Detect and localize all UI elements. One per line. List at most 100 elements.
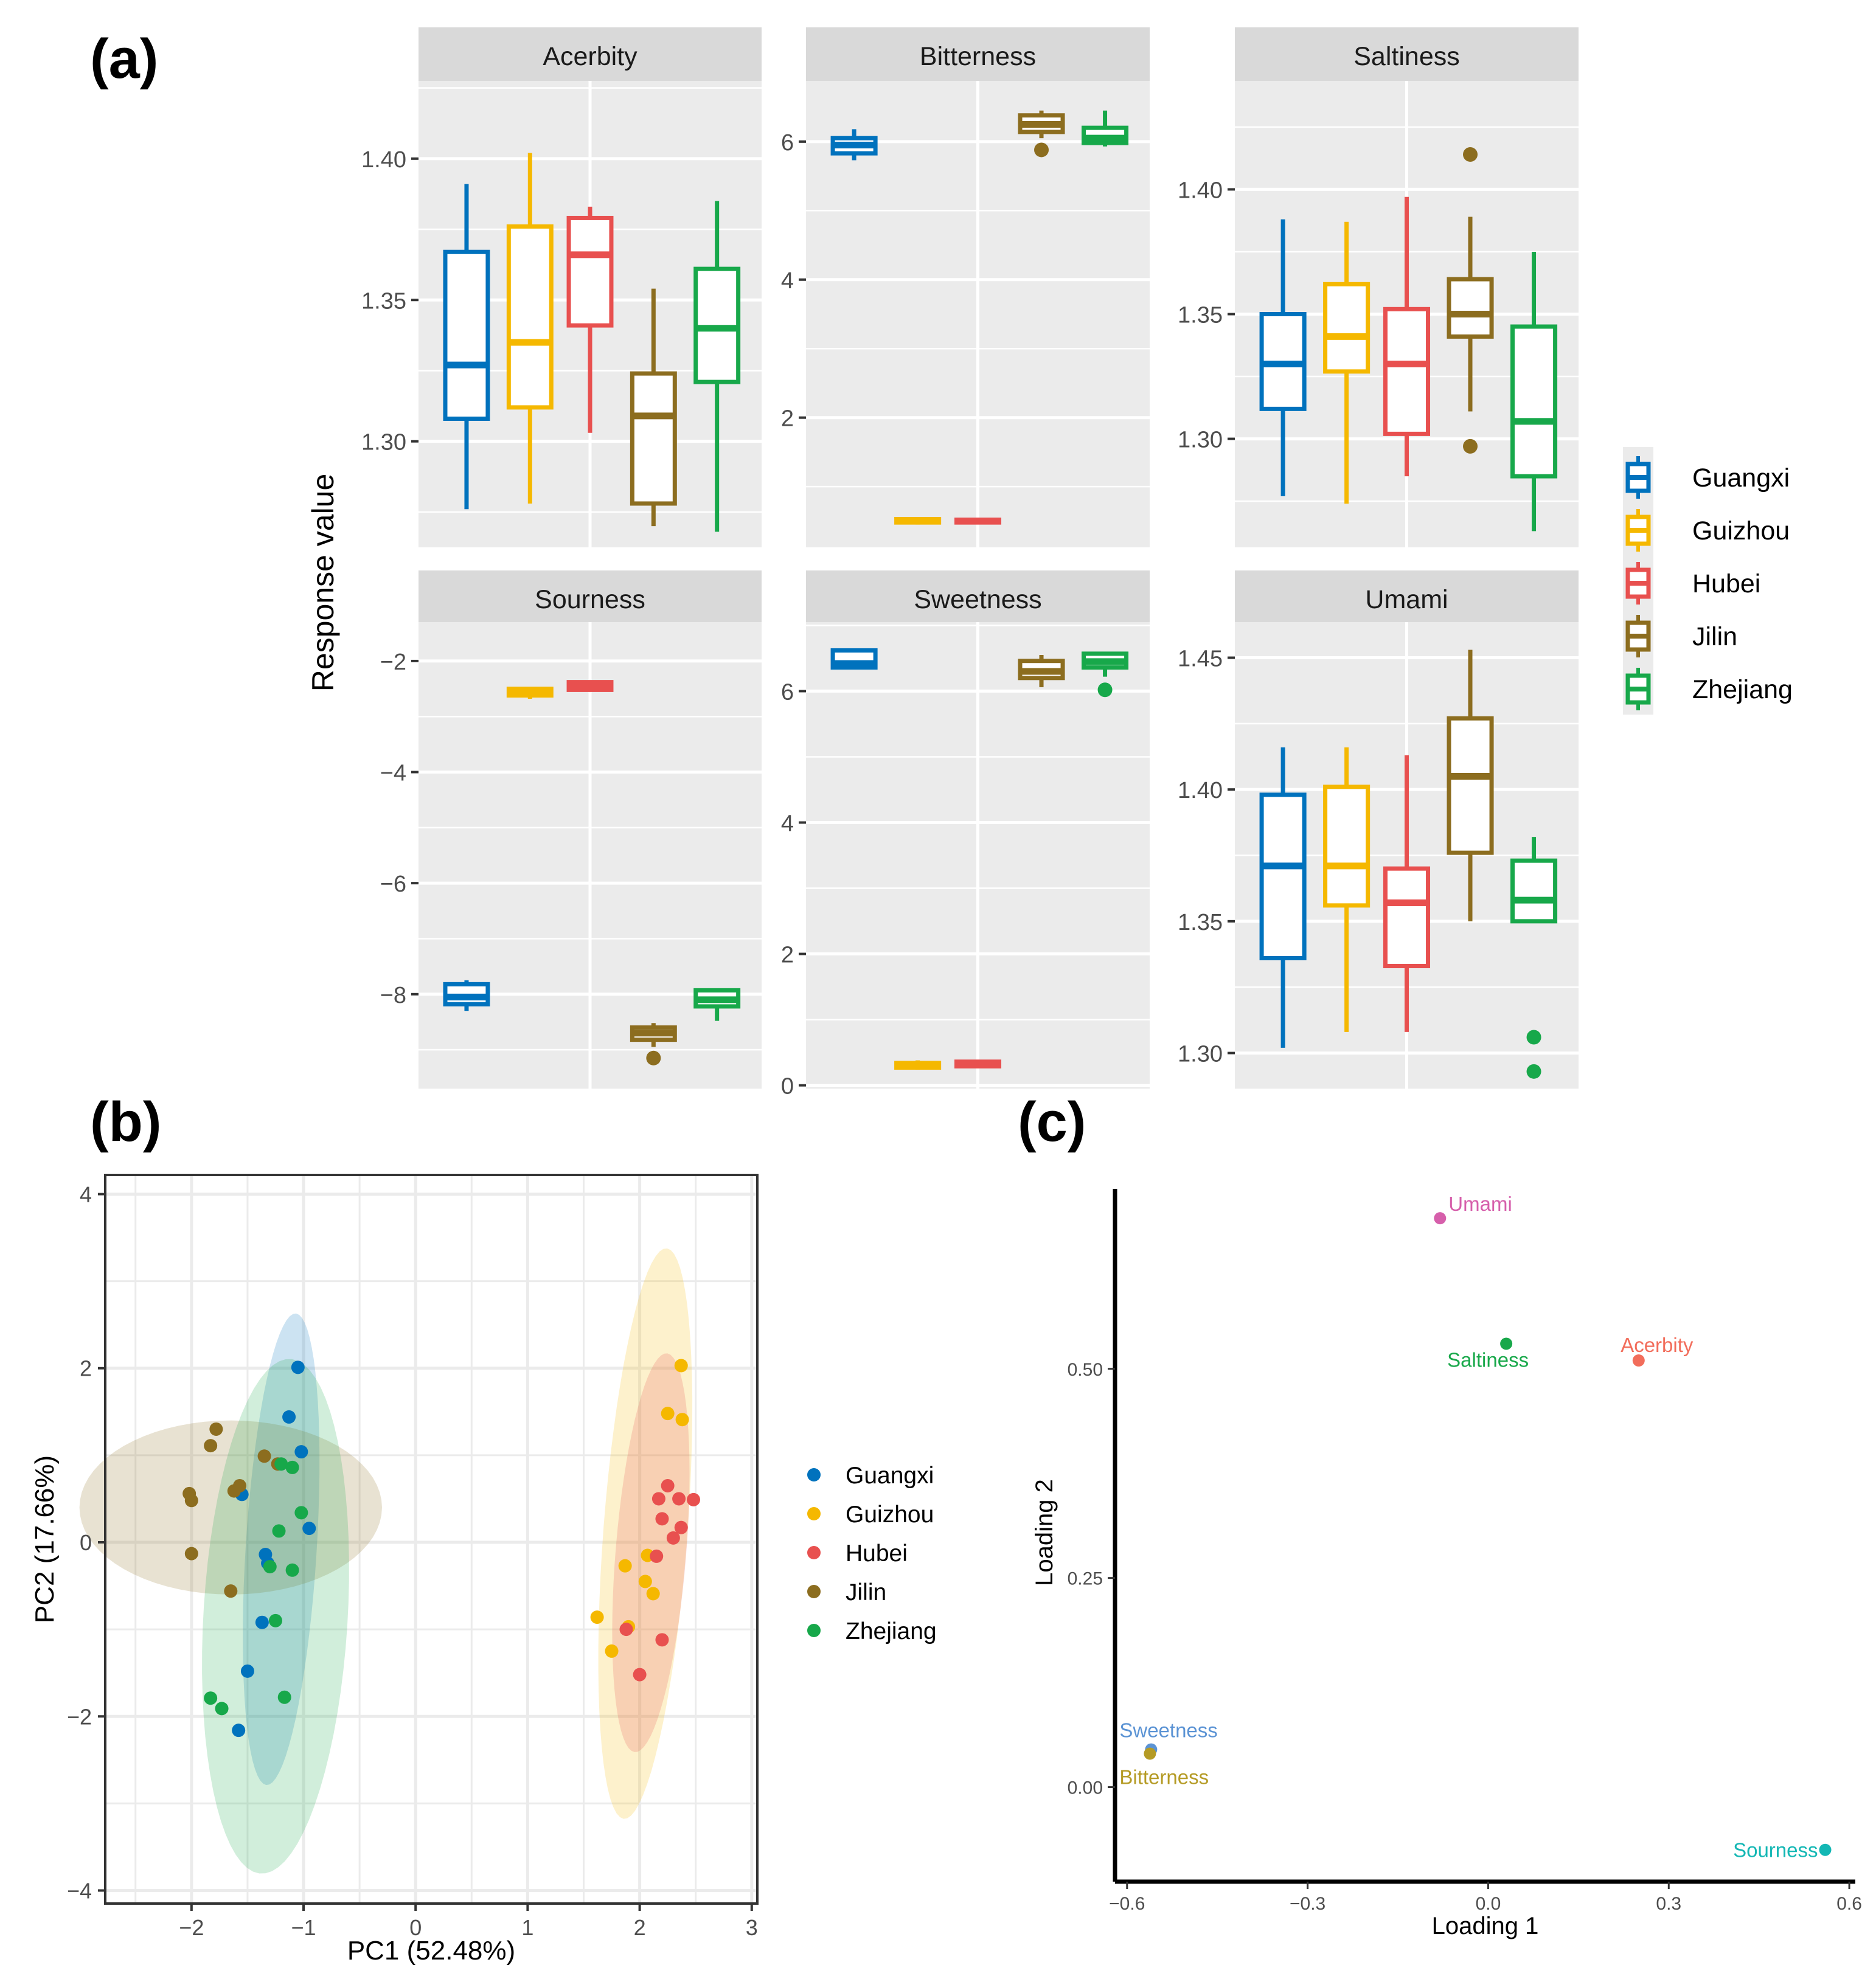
box-iqr (506, 224, 554, 410)
x-axis-title: PC1 (52.48%) (347, 1936, 515, 1966)
x-tick-label: −1 (291, 1915, 316, 1940)
score-point (285, 1460, 299, 1474)
facet-title: Umami (1365, 585, 1448, 614)
score-point (675, 1413, 689, 1427)
y-tick-label: −4 (67, 1879, 92, 1904)
y-tick-label: −6 (380, 871, 406, 897)
facet-bitterness: Bitterness 2 4 6 (781, 27, 1150, 547)
x-tick-label: 0.3 (1656, 1894, 1681, 1914)
panel-label-a: (a) (90, 28, 158, 90)
box-iqr (1323, 282, 1371, 374)
score-point (661, 1407, 675, 1421)
box-iqr (1259, 792, 1307, 961)
loading-point-acerbity (1632, 1354, 1645, 1367)
legend-label: Guizhou (1692, 516, 1790, 546)
loading-point-umami (1434, 1212, 1447, 1225)
outlier-point (1526, 1030, 1541, 1045)
y-tick-label: 1.40 (361, 147, 406, 173)
box-jilin (1447, 147, 1494, 454)
box-guangxi (1259, 219, 1307, 496)
score-point (619, 1623, 633, 1637)
box-iqr (1510, 858, 1558, 924)
box-iqr (1447, 716, 1494, 855)
box-hubei (1383, 196, 1431, 477)
box-iqr (1323, 785, 1371, 908)
y-tick-label: 0 (781, 1074, 794, 1100)
facet-acerbity: Acerbity 1.30 1.35 1.40 (361, 27, 762, 547)
outlier-point (1463, 147, 1478, 162)
box-guizhou (1323, 747, 1371, 1032)
loading-label-acerbity: Acerbity (1621, 1334, 1694, 1356)
box-hubei (566, 206, 614, 433)
box-jilin (1018, 655, 1065, 687)
legend-item-guangxi: Guangxi (1625, 456, 1790, 499)
x-axis-title: Loading 1 (1432, 1913, 1539, 1939)
score-point (302, 1522, 316, 1536)
box-zhejiang (1082, 651, 1129, 698)
box-guangxi (830, 648, 878, 670)
facet-strip (419, 570, 762, 622)
box-jilin (1018, 110, 1065, 158)
x-tick-label: −2 (179, 1915, 204, 1940)
confidence-ellipse-jilin (79, 1420, 382, 1595)
panel-a-boxplots: Acerbity 1.30 1.35 1.40 Bitterness 2 4 6 Saltine… (306, 27, 1793, 1100)
y-tick-label: 1.35 (361, 288, 406, 314)
box-guangxi (830, 129, 878, 161)
box-iqr (630, 371, 677, 506)
legend-label: Jilin (1692, 622, 1737, 651)
score-point (294, 1445, 308, 1459)
y-tick-label: −2 (67, 1704, 92, 1729)
score-point (618, 1559, 632, 1573)
box-iqr (443, 249, 490, 421)
loading-label-saltiness: Saltiness (1447, 1348, 1529, 1371)
score-point (282, 1410, 296, 1424)
loading-label-umami: Umami (1448, 1193, 1512, 1215)
y-tick-label: 1.30 (361, 430, 406, 456)
y-tick-label: 2 (781, 943, 794, 968)
x-tick-label: 0.6 (1836, 1894, 1862, 1914)
score-point (274, 1457, 288, 1471)
x-tick-label: 0.0 (1476, 1894, 1501, 1914)
box-guizhou (506, 153, 554, 504)
y-tick-label: −4 (380, 761, 406, 786)
score-point (638, 1575, 652, 1589)
box-hubei (566, 680, 614, 692)
score-point (674, 1520, 688, 1534)
outlier-point (1526, 1064, 1541, 1079)
legend-label: Zhejiang (1692, 675, 1793, 704)
legend-key-guizhou (807, 1507, 821, 1520)
legend-item-zhejiang: Zhejiang (1625, 668, 1793, 710)
box-guangxi (443, 184, 490, 510)
legend-key-hubei (807, 1546, 821, 1559)
box-guizhou (1323, 221, 1371, 504)
score-point (232, 1724, 246, 1738)
score-point (268, 1613, 282, 1627)
box-jilin (630, 288, 677, 527)
facet-strip (419, 27, 762, 81)
facet-title: Sourness (535, 585, 645, 614)
legend-label: Guizhou (846, 1502, 934, 1528)
score-point (215, 1702, 229, 1716)
score-point (650, 1549, 664, 1563)
y-tick-label: 1.30 (1178, 428, 1223, 453)
legend-label: Guangxi (846, 1463, 934, 1489)
y-tick-label: 1.45 (1178, 646, 1223, 672)
score-point (655, 1512, 669, 1526)
legend-item-hubei: Hubei (1625, 562, 1760, 605)
legend-item-jilin: Jilin (1625, 615, 1737, 657)
plot-border (104, 1174, 759, 1905)
x-tick-label: 3 (746, 1915, 758, 1940)
score-point (184, 1547, 198, 1561)
score-point (184, 1494, 198, 1508)
y-tick-label: 0 (80, 1530, 92, 1555)
box-hubei (954, 1059, 1002, 1069)
score-point (204, 1439, 218, 1453)
score-point (285, 1563, 299, 1577)
loading-label-bitterness: Bitterness (1119, 1766, 1209, 1789)
legend-key-guangxi (807, 1468, 821, 1481)
outlier-point (646, 1050, 661, 1065)
x-tick-label: −0.3 (1290, 1894, 1325, 1914)
box-jilin (630, 1023, 677, 1065)
facet-title: Bitterness (920, 42, 1036, 71)
